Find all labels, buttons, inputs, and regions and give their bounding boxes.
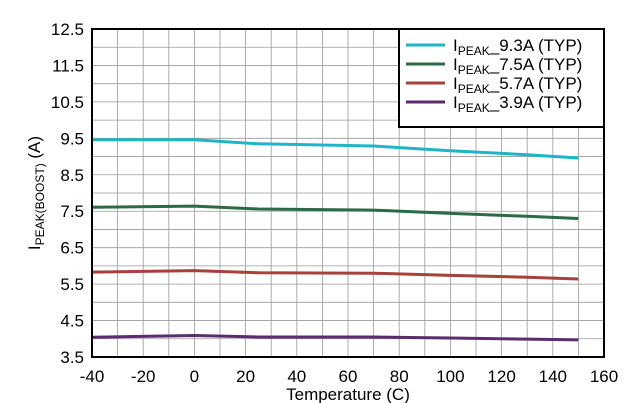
legend: IPEAK_9.3A (TYP)IPEAK_7.5A (TYP)IPEAK_5.… <box>398 28 605 128</box>
x-tick-label: 60 <box>339 367 358 386</box>
x-tick-label: 80 <box>390 367 409 386</box>
y-tick-label: 7.5 <box>60 202 84 221</box>
y-tick-label: 6.5 <box>60 239 84 258</box>
y-axis-label-main: I <box>25 245 44 250</box>
x-axis-ticks: -40 -20 0 20 40 60 80 100 120 140 160 <box>80 367 618 386</box>
legend-label-3: IPEAK_5.7A (TYP) <box>453 74 582 96</box>
y-tick-label: 8.5 <box>60 166 84 185</box>
series-line-2 <box>91 204 579 220</box>
series-layer <box>91 138 579 342</box>
y-axis-label-sub: PEAK(BOOST) <box>33 163 47 245</box>
y-axis-ticks: 12.5 11.5 10.5 9.5 8.5 7.5 6.5 5.5 4.5 3.5 <box>51 20 84 367</box>
legend-label-1: IPEAK_9.3A (TYP) <box>453 36 582 58</box>
y-axis-label: IPEAK(BOOST) (A) <box>25 136 47 250</box>
x-tick-label: 0 <box>190 367 199 386</box>
legend-label-4: IPEAK_3.9A (TYP) <box>453 93 582 115</box>
y-tick-label: 9.5 <box>60 129 84 148</box>
x-tick-label: 40 <box>287 367 306 386</box>
plot-frame <box>91 28 605 358</box>
y-tick-label: 4.5 <box>60 312 84 331</box>
x-tick-label: 120 <box>487 367 515 386</box>
series-line-4 <box>91 334 579 342</box>
x-tick-label: -20 <box>131 367 156 386</box>
series-line-1 <box>92 138 579 160</box>
x-tick-label: 100 <box>436 367 464 386</box>
y-tick-label: 3.5 <box>60 348 84 367</box>
legend-label-2: IPEAK_7.5A (TYP) <box>453 55 582 77</box>
x-tick-label: 160 <box>590 367 618 386</box>
y-tick-label: 12.5 <box>51 20 84 39</box>
x-tick-label: -40 <box>80 367 105 386</box>
x-tick-label: 20 <box>236 367 255 386</box>
series-line-3 <box>91 269 579 281</box>
y-axis-label-rest: (A) <box>25 136 44 163</box>
y-tick-label: 11.5 <box>52 56 84 75</box>
y-tick-label: 10.5 <box>51 93 84 112</box>
x-axis-label: Temperature (C) <box>286 385 410 403</box>
y-tick-label: 5.5 <box>60 275 84 294</box>
x-tick-label: 140 <box>539 367 567 386</box>
